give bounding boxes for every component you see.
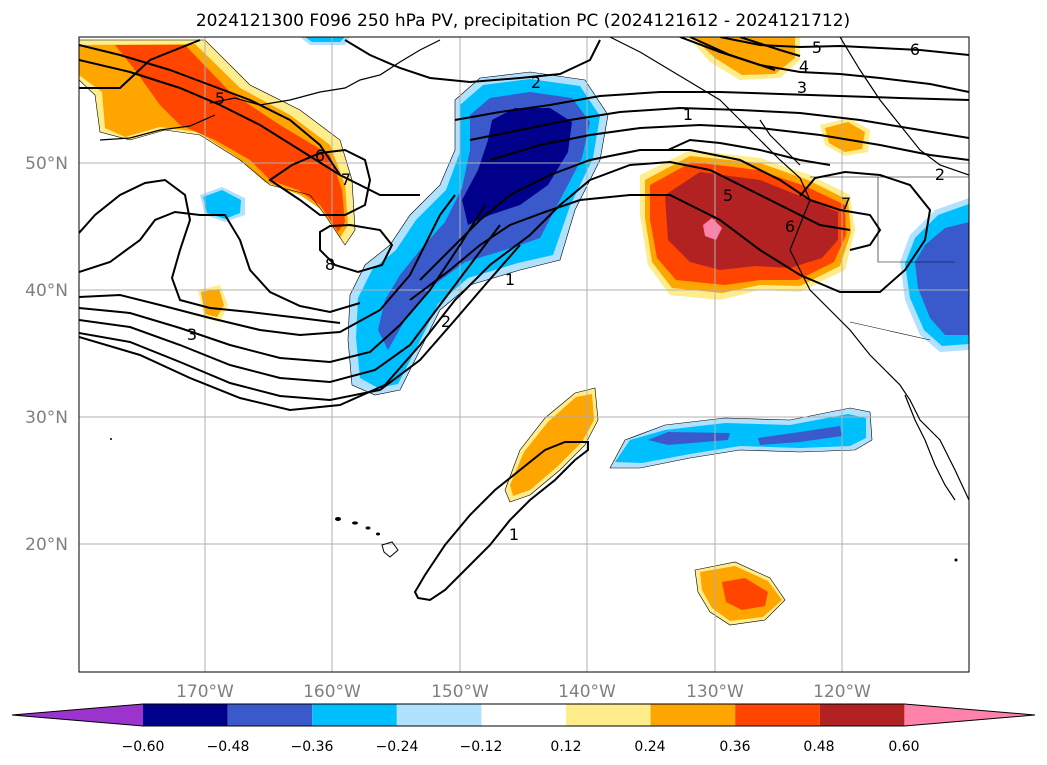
colorbar-segment [312,704,397,726]
contour-label: 4 [799,57,809,76]
map-frame [78,36,970,673]
colorbar: −0.60 −0.48 −0.36 −0.24 −0.12 0.12 0.24 … [11,703,1036,755]
contour-label: 2 [441,312,451,331]
colorbar-tick-labels: −0.60 −0.48 −0.36 −0.24 −0.12 0.12 0.24 … [122,739,920,755]
contour-label: 5 [723,186,733,205]
colorbar-tick-label: 0.60 [888,739,919,755]
contour-label: 1 [683,105,693,124]
lon-label-160w: 160°W [303,682,361,702]
contour-label: 7 [341,170,351,189]
positive-anomaly-northwest [79,40,355,245]
contour-label: 5 [215,89,225,108]
contour-label: 1 [509,525,519,544]
colorbar-segment [227,704,313,726]
lon-label-120w: 120°W [813,682,871,702]
lon-label-140w: 140°W [558,682,616,702]
lon-label-130w: 130°W [686,682,744,702]
colorbar-tick-label: −0.48 [207,739,250,755]
lat-label-30n: 30°N [25,408,68,428]
colorbar-segment [904,704,1035,726]
lon-label-150w: 150°W [431,682,489,702]
latitude-labels: 50°N 40°N 30°N 20°N [25,154,68,555]
colorbar-segment [819,704,905,726]
lat-label-20n: 20°N [25,535,68,555]
colorbar-segment [566,704,651,726]
colorbar-tick-label: −0.60 [122,739,165,755]
lon-label-170w: 170°W [176,682,234,702]
colorbar-tick-label: 0.12 [550,739,581,755]
contour-label: 2 [531,73,541,92]
lat-label-50n: 50°N [25,154,68,174]
islands [110,438,958,562]
positive-anomaly-south [695,562,785,625]
pv-contours [79,37,969,602]
colorbar-tick-label: 0.24 [634,739,665,755]
contour-label: 6 [785,217,795,236]
contour-label: 3 [797,78,807,97]
contour-label: 8 [325,255,335,274]
colorbar-segment [650,704,736,726]
colorbar-tick-label: 0.36 [719,739,750,755]
colorbar-segment [735,704,820,726]
lat-label-40n: 40°N [25,281,68,301]
contour-label: 5 [812,38,822,57]
colorbar-segment [143,704,228,726]
negative-anomaly-northwest-patches [200,37,350,222]
contour-label: 3 [187,325,197,344]
colorbar-segment [481,704,566,726]
borders [810,176,969,341]
negative-anomaly-subtropical-band [610,408,872,468]
map-panel: 5 6 7 8 3 2 1 2 1 5 4 3 6 5 6 7 2 1 [78,36,970,673]
contour-label: 6 [910,40,920,59]
colorbar-outline [11,703,1036,727]
colorbar-tick-label: 0.48 [803,739,834,755]
colorbar-segment [12,704,143,726]
colorbar-segment [396,704,482,726]
colorbar-tick-label: −0.12 [460,739,503,755]
positive-anomaly-offshore-west [640,150,855,300]
contour-label: 1 [505,270,515,289]
contour-label: 6 [315,146,325,165]
colorbar-tick-label: −0.36 [291,739,334,755]
contour-label: 2 [935,165,945,184]
longitude-labels: 170°W 160°W 150°W 140°W 130°W 120°W [176,682,871,702]
contour-labels: 5 6 7 8 3 2 1 2 1 5 4 3 6 5 6 7 2 1 [187,38,945,544]
negative-anomaly-east [900,198,969,352]
contour-label: 7 [841,194,851,213]
colorbar-tick-label: −0.24 [376,739,419,755]
colorbar-segments [11,703,1036,727]
figure-title: 2024121300 F096 250 hPa PV, precipitatio… [196,11,850,31]
